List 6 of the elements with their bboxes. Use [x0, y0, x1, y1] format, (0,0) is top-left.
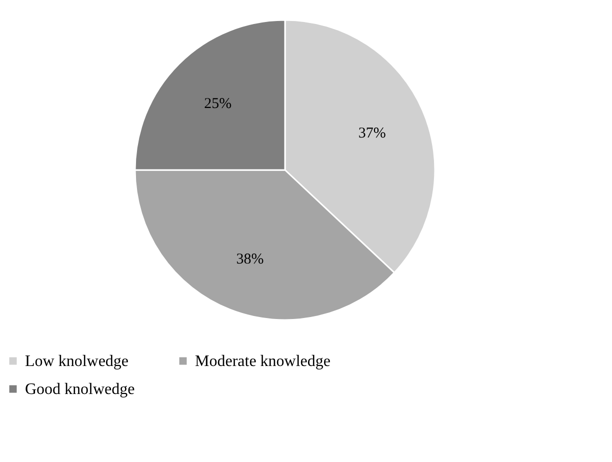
legend-label: Good knolwedge [25, 381, 135, 398]
data-label: 38% [236, 251, 264, 268]
data-label: 37% [358, 125, 386, 142]
data-label: 25% [204, 96, 232, 112]
legend-label: Low knolwedge [25, 353, 129, 370]
legend-label: Moderate knowledge [195, 353, 331, 370]
